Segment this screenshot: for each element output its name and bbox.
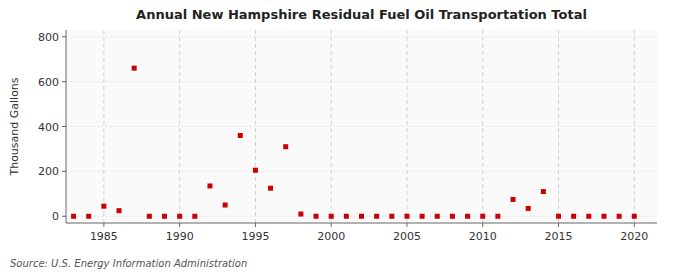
axes: 0 200 400 600 800 1985 1990 1995 2000 2005 2010 201… <box>38 30 657 243</box>
x-grid-line <box>406 30 407 223</box>
point <box>162 214 167 219</box>
x-tick-label: 1995 <box>241 230 269 243</box>
plot-area <box>66 30 657 223</box>
point <box>404 214 409 219</box>
x-grid-line <box>634 30 635 223</box>
point <box>101 204 106 209</box>
y-tick-label: 200 <box>38 165 59 178</box>
x-grid-line <box>179 30 180 223</box>
point <box>586 214 591 219</box>
y-grid-line <box>66 36 657 37</box>
point <box>329 214 334 219</box>
x-tick-label: 2005 <box>393 230 421 243</box>
point <box>71 214 76 219</box>
point <box>238 133 243 138</box>
y-tick <box>62 171 66 172</box>
x-tick-label: 2010 <box>469 230 497 243</box>
y-axis-line <box>66 30 67 223</box>
x-tick-label: 2015 <box>545 230 573 243</box>
x-grid-line <box>255 30 256 223</box>
point <box>541 189 546 194</box>
y-tick <box>62 81 66 82</box>
y-tick <box>62 126 66 127</box>
y-tick-label: 600 <box>38 76 59 89</box>
y-axis-label: Thousand Gallons <box>8 77 21 176</box>
x-tick-label: 2020 <box>620 230 648 243</box>
point <box>223 203 228 208</box>
point <box>526 206 531 211</box>
x-tick <box>558 223 559 227</box>
point <box>632 214 637 219</box>
x-tick <box>255 223 256 227</box>
y-tick-label: 800 <box>38 31 59 44</box>
point <box>556 214 561 219</box>
x-tick <box>179 223 180 227</box>
y-grid-line <box>66 171 657 172</box>
chart: 0 200 400 600 800 1985 1990 1995 2000 2005 2010 201… <box>0 0 675 275</box>
x-grid-line <box>558 30 559 223</box>
y-tick-label: 0 <box>52 210 59 223</box>
x-tick <box>406 223 407 227</box>
x-tick <box>634 223 635 227</box>
point <box>359 214 364 219</box>
point <box>147 214 152 219</box>
point <box>511 197 516 202</box>
point <box>314 214 319 219</box>
point <box>132 66 137 71</box>
y-grid-line <box>66 81 657 82</box>
title: Annual New Hampshire Residual Fuel Oil T… <box>136 7 587 22</box>
point <box>571 214 576 219</box>
x-tick-label: 2000 <box>317 230 345 243</box>
point <box>465 214 470 219</box>
point <box>450 214 455 219</box>
point <box>389 214 394 219</box>
point <box>495 214 500 219</box>
point <box>298 212 303 217</box>
x-tick-label: 1990 <box>166 230 194 243</box>
x-tick-label: 1985 <box>90 230 118 243</box>
source-note: Source: U.S. Energy Information Administ… <box>10 258 247 269</box>
point <box>344 214 349 219</box>
x-grid-line <box>482 30 483 223</box>
y-tick <box>62 36 66 37</box>
point <box>192 214 197 219</box>
x-axis-line <box>66 223 657 224</box>
x-tick <box>103 223 104 227</box>
point <box>207 183 212 188</box>
x-grid-line <box>331 30 332 223</box>
point <box>117 208 122 213</box>
x-tick <box>331 223 332 227</box>
point <box>86 214 91 219</box>
point <box>283 144 288 149</box>
point <box>374 214 379 219</box>
points <box>71 66 637 219</box>
y-grid-line <box>66 126 657 127</box>
point <box>420 214 425 219</box>
y-tick <box>62 216 66 217</box>
point <box>253 168 258 173</box>
point <box>177 214 182 219</box>
point <box>617 214 622 219</box>
x-grid-line <box>103 30 104 223</box>
point <box>480 214 485 219</box>
y-tick-label: 400 <box>38 121 59 134</box>
grid <box>66 30 657 223</box>
point <box>435 214 440 219</box>
point <box>601 214 606 219</box>
point <box>268 186 273 191</box>
x-tick <box>482 223 483 227</box>
